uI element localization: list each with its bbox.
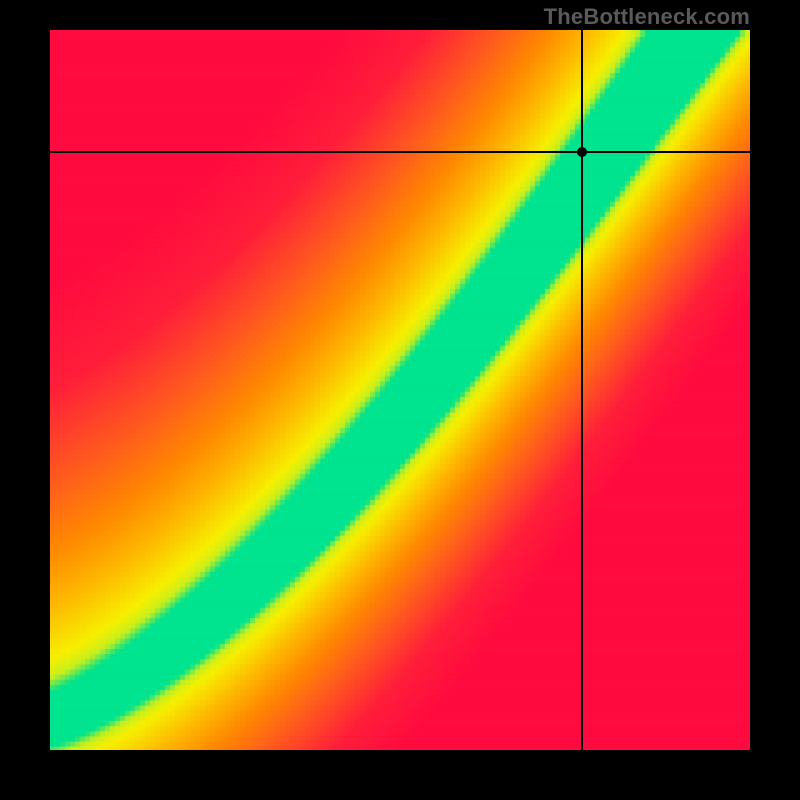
heatmap-canvas	[50, 30, 750, 750]
crosshair-marker-dot	[577, 147, 587, 157]
plot-area	[50, 30, 750, 750]
crosshair-horizontal-line	[50, 151, 750, 153]
crosshair-vertical-line	[581, 30, 583, 750]
watermark-text: TheBottleneck.com	[544, 4, 750, 30]
bottleneck-heatmap-figure: TheBottleneck.com	[0, 0, 800, 800]
